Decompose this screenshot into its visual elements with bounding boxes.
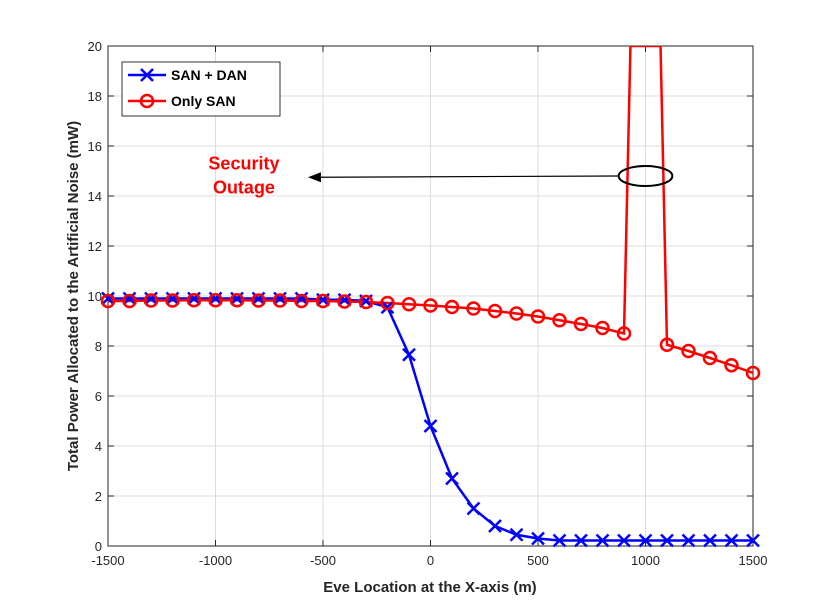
legend-label-san-dan: SAN + DAN: [171, 67, 247, 83]
series-san-dan-marker: [724, 533, 739, 548]
series-layer: [100, 46, 761, 548]
series-only-san-marker: [573, 316, 589, 332]
grid: [108, 46, 753, 546]
y-tick-label: 6: [95, 389, 102, 404]
series-only-san-marker: [122, 293, 137, 309]
tick-labels: -1500 -1000 -500 0 500 1000 1500 0 2 4 6 8 10 12 14 16 1…: [88, 39, 768, 568]
series-san-dan-marker: [552, 533, 567, 548]
series-san-dan-marker: [445, 471, 459, 486]
series-only-san-marker: [229, 293, 245, 308]
series-san-dan-marker: [122, 291, 137, 306]
legend-label-only-san: Only SAN: [171, 93, 236, 109]
series-san-dan-marker: [595, 533, 610, 548]
annotation-line-1: Security: [208, 153, 279, 173]
series-only-san-marker: [444, 299, 460, 315]
series-only-san-marker: [595, 320, 610, 336]
series-san-dan-marker: [638, 533, 653, 548]
series-san-dan-marker: [466, 501, 481, 516]
series-san-dan-marker: [531, 531, 545, 546]
y-tick-label: 18: [88, 89, 102, 104]
series-san-dan-marker: [660, 533, 674, 548]
x-tick-label: -1500: [91, 553, 124, 568]
series-san-dan-marker: [294, 291, 309, 306]
series-only-san-marker: [423, 298, 438, 313]
series-san-dan-marker: [574, 533, 588, 548]
annotation: Security Outage: [208, 153, 674, 197]
y-tick-label: 12: [88, 239, 102, 254]
series-only-san-marker: [100, 293, 116, 309]
series-only-san-marker: [401, 297, 417, 312]
series-only-san-marker: [466, 301, 481, 316]
y-tick-label: 14: [88, 189, 102, 204]
y-axis-title: Total Power Allocated to the Artificial …: [65, 121, 82, 471]
series-san-dan-marker: [681, 533, 696, 548]
series-san-dan-marker: [402, 347, 416, 362]
series-only-san-line: [108, 46, 753, 375]
series-only-san-marker: [272, 293, 288, 308]
y-tick-label: 20: [88, 39, 102, 54]
series-only-san-marker: [143, 293, 159, 308]
series-san-dan-marker: [703, 533, 717, 548]
x-tick-label: -1000: [199, 553, 232, 568]
series-only-san-marker: [294, 293, 309, 309]
series-only-san-marker: [659, 337, 675, 352]
series-only-san-marker: [745, 365, 761, 381]
series-only-san-marker: [724, 358, 739, 373]
x-axis-title: Eve Location at the X-axis (m): [323, 579, 536, 596]
x-tick-label: 500: [527, 553, 549, 568]
series-san-dan-marker: [423, 419, 438, 433]
series-only-san-marker: [358, 294, 374, 310]
legend-marker-circle: [139, 93, 155, 109]
y-tick-label: 16: [88, 139, 102, 154]
y-tick-label: 10: [88, 289, 102, 304]
x-tick-label: 1000: [631, 553, 660, 568]
series-only-san-marker: [509, 306, 524, 321]
series-san-dan-marker: [101, 291, 115, 306]
series-san-dan-marker: [380, 300, 395, 315]
series-only-san-marker: [208, 293, 223, 308]
legend: SAN + DAN Only SAN: [121, 61, 281, 117]
y-tick-label: 4: [95, 439, 102, 454]
series-san-dan-marker: [488, 519, 502, 533]
series-only-san-marker: [315, 293, 331, 309]
x-tick-label: 1500: [739, 553, 768, 568]
series-only-san-marker: [616, 326, 632, 341]
legend-marker-x: [140, 68, 154, 82]
x-tick-label: 0: [427, 553, 434, 568]
series-san-dan-marker: [617, 533, 631, 548]
series-only-san-marker: [337, 294, 352, 309]
y-tick-label: 8: [95, 339, 102, 354]
series-only-san-marker: [552, 313, 567, 328]
x-tick-label: -500: [310, 553, 336, 568]
y-tick-label: 2: [95, 489, 102, 504]
series-only-san-marker: [530, 309, 546, 324]
series-only-san-marker: [186, 293, 202, 308]
series-only-san-marker: [702, 350, 718, 366]
y-tick-label: 0: [95, 539, 102, 554]
security-outage-arrow: [317, 175, 619, 178]
series-only-san-marker: [681, 343, 696, 359]
series-only-san-marker: [487, 303, 503, 319]
series-only-san-marker: [380, 295, 395, 311]
series-only-san-marker: [251, 293, 266, 308]
security-outage-arrowhead: [307, 172, 321, 183]
series-san-dan-marker: [746, 533, 760, 548]
annotation-line-2: Outage: [213, 177, 275, 197]
series-only-san-marker: [165, 293, 180, 308]
series-san-dan-marker: [509, 527, 524, 542]
